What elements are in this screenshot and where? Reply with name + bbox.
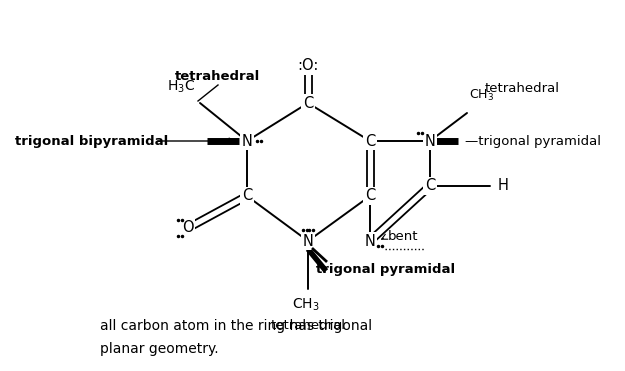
Text: bent: bent bbox=[388, 230, 419, 243]
Text: C: C bbox=[303, 95, 313, 111]
Text: C: C bbox=[365, 134, 375, 148]
Text: all carbon atom in the ring has trigonal: all carbon atom in the ring has trigonal bbox=[100, 319, 372, 333]
Text: planar geometry.: planar geometry. bbox=[100, 342, 219, 356]
Text: trigonal bipyramidal: trigonal bipyramidal bbox=[15, 135, 168, 148]
Text: H: H bbox=[498, 178, 509, 194]
Text: CH$_3$: CH$_3$ bbox=[469, 88, 494, 103]
Text: N: N bbox=[302, 233, 314, 249]
Text: N: N bbox=[364, 233, 376, 249]
Text: tetrahedral: tetrahedral bbox=[175, 69, 260, 82]
Text: C: C bbox=[242, 188, 252, 204]
Text: N: N bbox=[424, 134, 436, 148]
Text: C: C bbox=[365, 188, 375, 204]
Text: trigonal pyramidal: trigonal pyramidal bbox=[316, 263, 455, 276]
Text: tetrahedral: tetrahedral bbox=[485, 82, 560, 95]
Text: —trigonal pyramidal: —trigonal pyramidal bbox=[465, 135, 601, 148]
Text: H$_3$C: H$_3$C bbox=[167, 79, 195, 95]
Text: tetrahedral: tetrahedral bbox=[271, 319, 346, 332]
Text: :O:: :O: bbox=[298, 59, 319, 73]
Text: N: N bbox=[241, 134, 252, 148]
Text: CH$_3$: CH$_3$ bbox=[292, 297, 320, 313]
Text: O: O bbox=[182, 220, 194, 236]
Text: C: C bbox=[425, 178, 435, 194]
